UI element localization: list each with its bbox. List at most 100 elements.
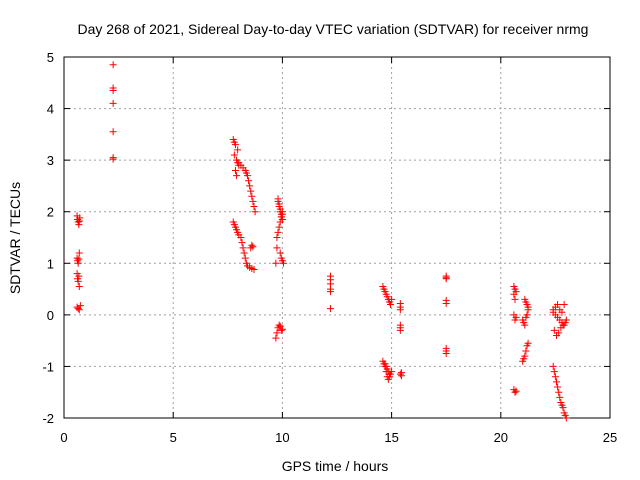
data-point bbox=[552, 378, 560, 386]
data-point bbox=[388, 368, 396, 376]
data-point bbox=[231, 141, 239, 149]
data-point bbox=[246, 182, 254, 190]
data-point bbox=[272, 334, 280, 342]
data-point bbox=[381, 362, 389, 370]
plot-frame bbox=[63, 56, 611, 419]
data-point bbox=[554, 301, 562, 309]
data-point bbox=[238, 239, 246, 247]
data-point bbox=[562, 414, 570, 422]
data-point bbox=[275, 321, 283, 329]
data-point bbox=[522, 347, 530, 355]
data-point bbox=[396, 306, 404, 314]
data-point bbox=[76, 302, 84, 310]
data-point bbox=[273, 329, 281, 337]
data-point bbox=[109, 128, 117, 136]
data-point bbox=[272, 259, 280, 267]
data-point bbox=[551, 373, 559, 381]
grid bbox=[64, 57, 610, 418]
data-point bbox=[278, 325, 286, 333]
data-point bbox=[75, 255, 83, 263]
x-tick-label: 15 bbox=[384, 430, 398, 445]
x-tick-label: 25 bbox=[603, 430, 617, 445]
data-point bbox=[248, 192, 256, 200]
y-tick-label: 5 bbox=[47, 50, 54, 65]
data-point bbox=[550, 326, 558, 334]
data-point bbox=[247, 187, 255, 195]
data-point bbox=[274, 228, 282, 236]
data-point bbox=[251, 208, 259, 216]
data-point bbox=[240, 249, 248, 257]
data-point bbox=[75, 306, 83, 314]
data-point bbox=[278, 210, 286, 218]
data-point bbox=[559, 404, 567, 412]
data-point bbox=[554, 383, 562, 391]
data-point bbox=[230, 151, 238, 159]
axis-ticks: 0 5 10 15 20 25 -2 -1 0 1 2 3 4 5 bbox=[42, 50, 617, 445]
data-point bbox=[277, 326, 285, 334]
data-point bbox=[397, 369, 405, 377]
data-point bbox=[442, 350, 450, 358]
data-point bbox=[549, 362, 557, 370]
data-point bbox=[396, 326, 404, 334]
y-tick-label: 4 bbox=[47, 102, 54, 117]
data-point bbox=[550, 368, 558, 376]
data-point bbox=[396, 370, 404, 378]
data-point bbox=[511, 316, 519, 324]
data-point bbox=[75, 282, 83, 290]
data-point bbox=[510, 311, 518, 319]
data-point bbox=[521, 321, 529, 329]
x-tick-label: 0 bbox=[60, 430, 67, 445]
data-point bbox=[555, 329, 563, 337]
data-point bbox=[233, 172, 241, 180]
y-tick-label: 1 bbox=[47, 256, 54, 271]
data-point bbox=[239, 244, 247, 252]
data-point bbox=[249, 243, 257, 251]
data-point bbox=[442, 275, 450, 283]
data-point bbox=[249, 197, 257, 205]
y-tick-label: 2 bbox=[47, 205, 54, 220]
data-point bbox=[555, 388, 563, 396]
data-point bbox=[245, 177, 253, 185]
data-point bbox=[556, 393, 564, 401]
data-points bbox=[73, 61, 570, 422]
y-tick-label: -1 bbox=[42, 359, 54, 374]
data-point bbox=[248, 241, 256, 249]
data-point bbox=[524, 306, 532, 314]
data-point bbox=[74, 277, 82, 285]
data-point bbox=[326, 305, 334, 313]
data-point bbox=[274, 195, 282, 203]
data-point bbox=[243, 172, 251, 180]
y-tick-label: -2 bbox=[42, 411, 54, 426]
data-point bbox=[560, 301, 568, 309]
data-point bbox=[276, 249, 284, 257]
data-point bbox=[237, 234, 245, 241]
data-point bbox=[275, 223, 283, 231]
y-tick-label: 3 bbox=[47, 153, 54, 168]
data-point bbox=[74, 259, 82, 267]
chart-title: Day 268 of 2021, Sidereal Day-to-day VTE… bbox=[78, 21, 589, 37]
y-axis-label: SDTVAR / TECUs bbox=[7, 182, 23, 294]
data-point bbox=[511, 295, 519, 303]
x-tick-label: 10 bbox=[275, 430, 289, 445]
x-tick-label: 20 bbox=[494, 430, 508, 445]
data-point bbox=[524, 339, 532, 347]
data-point bbox=[109, 99, 117, 107]
data-point bbox=[326, 288, 334, 296]
data-point bbox=[231, 166, 239, 174]
data-point bbox=[388, 295, 396, 303]
data-point bbox=[276, 205, 284, 213]
x-tick-label: 5 bbox=[170, 430, 177, 445]
data-point bbox=[250, 265, 258, 273]
data-point bbox=[511, 388, 519, 396]
data-point bbox=[109, 61, 117, 69]
data-point bbox=[250, 203, 258, 211]
data-point bbox=[273, 244, 281, 252]
data-point bbox=[442, 300, 450, 308]
data-point bbox=[279, 259, 287, 267]
data-point bbox=[75, 249, 83, 257]
data-point bbox=[512, 387, 520, 395]
data-point bbox=[523, 311, 531, 319]
data-point bbox=[109, 87, 117, 95]
data-point bbox=[387, 301, 395, 309]
